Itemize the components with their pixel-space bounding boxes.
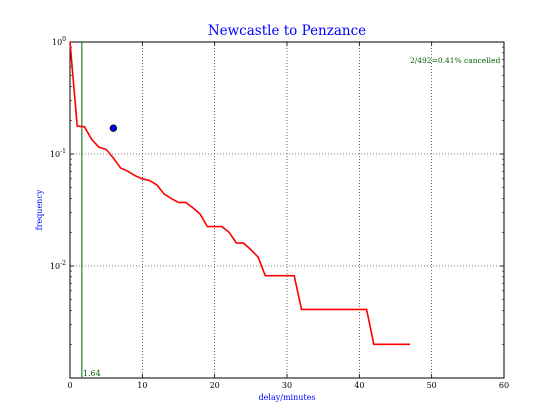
x-tick-label: 20 (210, 381, 220, 390)
x-tick-label: 60 (499, 381, 509, 390)
y-tick-base: 10 (50, 150, 60, 159)
threshold-label: 1.64 (83, 369, 101, 378)
y-tick-exponent: -2 (60, 260, 66, 267)
y-tick-label: 10-2 (50, 260, 66, 271)
x-tick-label: 0 (67, 381, 72, 390)
y-tick-label: 100 (52, 36, 66, 47)
y-tick-base: 10 (50, 262, 60, 271)
x-tick-label: 40 (354, 381, 364, 390)
x-axis-label: delay/minutes (259, 393, 316, 402)
series-line (69, 41, 410, 346)
y-tick-exponent: -1 (60, 148, 66, 155)
x-tick-label: 50 (427, 381, 437, 390)
y-tick-exponent: 0 (62, 36, 66, 43)
data-point-marker (109, 124, 118, 132)
y-tick-base: 10 (52, 38, 62, 47)
chart-title: Newcastle to Penzance (208, 23, 366, 39)
x-tick-label: 10 (137, 381, 147, 390)
grid (70, 42, 504, 378)
cancelled-annotation: 2/492=0.41% cancelled (410, 56, 500, 65)
y-tick-label: 10-1 (50, 148, 66, 159)
y-axis-label: frequency (35, 189, 44, 230)
x-tick-label: 30 (282, 381, 292, 390)
x-axis: 0 10 20 30 40 50 60 (67, 42, 509, 390)
